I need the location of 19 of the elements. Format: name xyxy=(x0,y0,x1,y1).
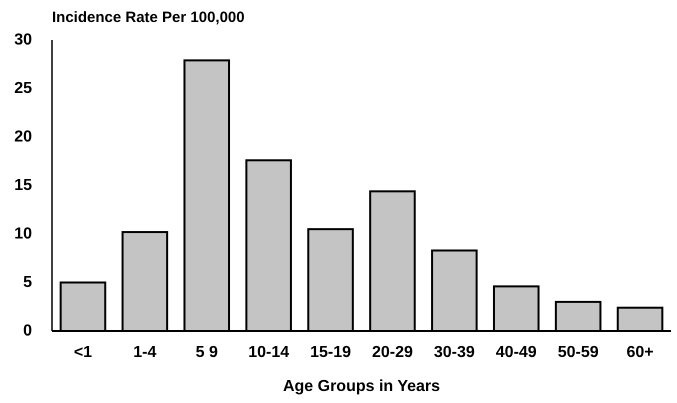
x-tick-label: 10-14 xyxy=(248,344,290,361)
x-axis-title: Age Groups in Years xyxy=(282,378,440,395)
y-tick-label: 15 xyxy=(14,177,32,194)
y-tick-label: 30 xyxy=(14,32,32,48)
x-tick-label: 40-49 xyxy=(496,344,537,361)
y-axis-title: Incidence Rate Per 100,000 xyxy=(52,9,245,26)
x-tick-label: <1 xyxy=(74,344,92,361)
x-tick-label: 30-39 xyxy=(434,344,475,361)
x-tick-label: 15-19 xyxy=(310,344,352,361)
x-tick-label: 5 9 xyxy=(196,344,218,361)
x-tick-label: 60+ xyxy=(626,344,654,361)
x-tick-label: 20-29 xyxy=(372,344,414,361)
x-tick-label: 1-4 xyxy=(133,344,157,361)
y-tick-label: 10 xyxy=(14,226,32,242)
y-tick-label: 0 xyxy=(23,322,32,340)
y-tick-label: 25 xyxy=(14,80,32,97)
y-tick-label: 5 xyxy=(23,274,32,291)
x-tick-label: 50-59 xyxy=(558,344,599,361)
y-tick-label: 20 xyxy=(14,128,32,146)
